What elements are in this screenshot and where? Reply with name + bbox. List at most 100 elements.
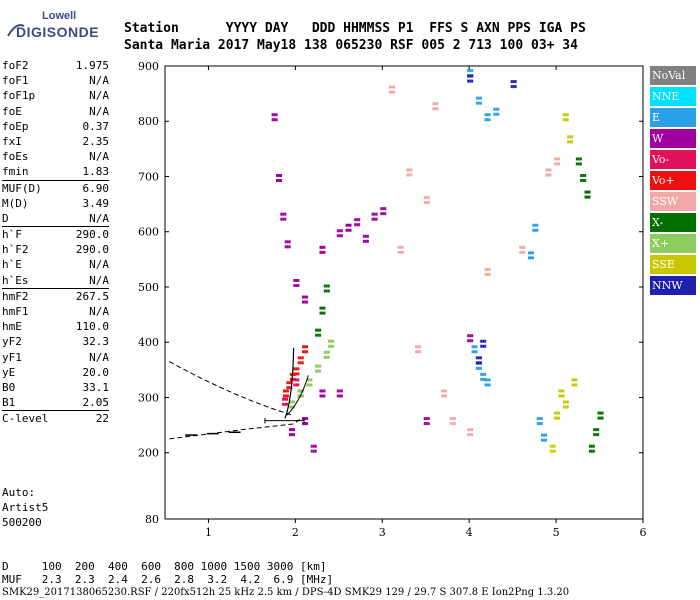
echo-point-ssw <box>451 422 454 426</box>
echo-point-w <box>323 245 326 249</box>
echo-point-w <box>289 428 292 432</box>
echo-point-e <box>486 113 489 117</box>
echo-point-x <box>317 364 320 368</box>
echo-point-w <box>275 113 278 117</box>
echo-point-ssw <box>486 272 489 276</box>
echo-point-vo <box>297 367 300 371</box>
param-value: N/A <box>89 104 109 118</box>
echo-point-w <box>273 118 276 122</box>
echo-point-w <box>321 245 324 249</box>
echo-point-w <box>284 245 287 249</box>
echo-point-x <box>315 333 318 337</box>
echo-point-ssw <box>484 272 487 276</box>
echo-point-x <box>317 369 320 373</box>
echo-point-w <box>288 240 291 244</box>
echo-point-w <box>277 179 280 183</box>
param-row: foF2 1.975 <box>2 58 109 73</box>
echo-point-w <box>373 217 376 221</box>
echo-point-w <box>471 339 474 343</box>
echo-point-w <box>314 449 317 453</box>
echo-point-w <box>340 394 343 398</box>
echo-point-x <box>595 428 598 432</box>
y-tick-label: 200 <box>138 447 159 460</box>
echo-point-x <box>323 289 326 293</box>
echo-point-x <box>319 311 322 315</box>
echo-point-e <box>488 383 491 387</box>
y-tick-label: 600 <box>138 226 159 239</box>
echo-point-w <box>282 212 285 216</box>
echo-point-w <box>312 444 315 448</box>
echo-point-x <box>580 179 583 183</box>
echo-point-ssw <box>392 90 395 94</box>
echo-point-w <box>467 334 470 338</box>
param-row: hmE 110.0 <box>2 319 109 334</box>
legend-item-vo: Vo+ <box>650 171 696 190</box>
echo-point-ssw <box>523 245 526 249</box>
param-name: yF2 <box>2 335 22 349</box>
echo-point-vo <box>284 402 287 406</box>
echo-point-e <box>532 223 535 227</box>
echo-point-ssw <box>558 157 561 161</box>
echo-point-ssw <box>415 345 418 349</box>
echo-point-e <box>493 107 496 111</box>
trace-curve-x <box>286 375 309 416</box>
echo-point-ssw <box>451 417 454 421</box>
echo-point-e <box>479 101 482 105</box>
param-row: foEp 0.37 <box>2 119 109 134</box>
echo-point-vo <box>286 381 289 385</box>
echo-point-x <box>579 162 582 166</box>
param-value: N/A <box>89 350 109 364</box>
echo-point-sse <box>562 118 565 122</box>
echo-point-ssw <box>408 173 411 177</box>
echo-point-x <box>323 355 326 359</box>
echo-point-vo <box>286 389 289 393</box>
param-value: 6.90 <box>82 181 110 195</box>
echo-point-vo <box>299 361 302 365</box>
echo-point-w <box>375 217 378 221</box>
echo-point-nnw <box>512 80 515 84</box>
echo-point-vo <box>286 386 289 390</box>
echo-point-e <box>543 438 546 442</box>
echo-point-x <box>289 405 292 409</box>
echo-point-e <box>475 101 478 105</box>
echo-point-ssw <box>419 350 422 354</box>
echo-point-x <box>289 400 292 404</box>
echo-point-w <box>366 234 369 238</box>
footer-d-line: D 100 200 400 600 800 1000 1500 3000 [km… <box>2 560 327 573</box>
param-value: 1.83 <box>82 165 110 179</box>
echo-point-sse <box>554 416 557 420</box>
echo-point-x <box>291 400 294 404</box>
auto-scaling-info: Auto: Artist5 500200 <box>2 485 48 530</box>
param-row: yF1 N/A <box>2 350 109 365</box>
echo-point-x <box>299 389 302 393</box>
echo-point-x <box>301 394 304 398</box>
echo-point-x <box>586 190 589 194</box>
echo-point-ssw <box>417 350 420 354</box>
echo-point-w <box>364 239 367 243</box>
echo-point-e <box>477 101 480 105</box>
echo-point-w <box>366 239 369 243</box>
footer-file-line: SMK29_2017138065230.RSF / 220fx512h 25 k… <box>2 587 570 598</box>
echo-point-w <box>358 218 361 222</box>
echo-point-sse <box>566 400 569 404</box>
echo-point-e <box>545 438 548 442</box>
echo-point-e <box>488 378 491 382</box>
echo-point-w <box>467 339 470 343</box>
echo-point-sse <box>569 140 572 144</box>
echo-point-ssw <box>547 173 550 177</box>
param-row: h`F 290.0 <box>2 227 109 242</box>
echo-point-nnw <box>475 361 478 365</box>
echo-point-sse <box>571 378 574 382</box>
echo-point-nnw <box>514 85 517 89</box>
echo-point-ssw <box>408 168 411 172</box>
echo-point-w <box>469 334 472 338</box>
echo-point-w <box>293 278 296 282</box>
echo-point-sse <box>558 416 561 420</box>
echo-point-w <box>273 113 276 117</box>
echo-point-e <box>488 118 491 122</box>
echo-point-w <box>423 422 426 426</box>
y-tick-label: 700 <box>138 170 159 183</box>
echo-point-e <box>471 350 474 354</box>
echo-point-e <box>469 69 472 73</box>
echo-point-x <box>582 174 585 178</box>
